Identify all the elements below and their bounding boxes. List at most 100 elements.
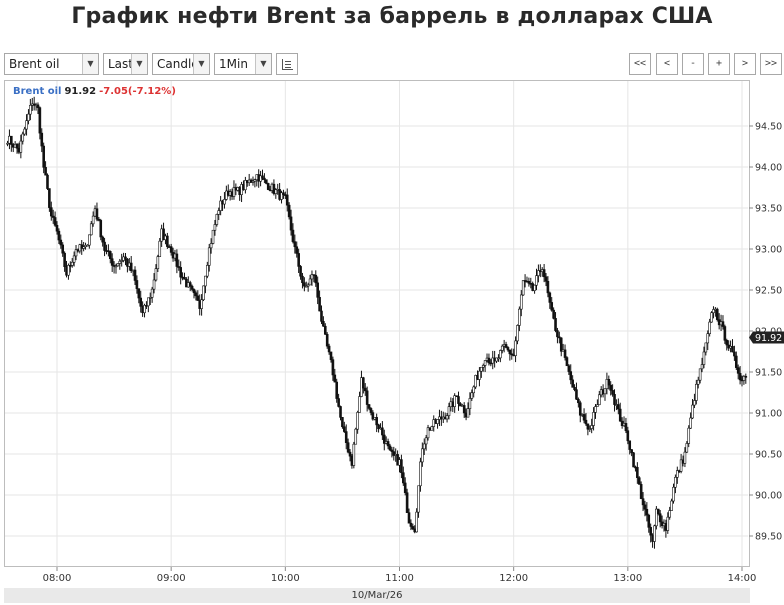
candle-body bbox=[175, 253, 179, 267]
candle-body bbox=[674, 477, 677, 488]
candle-body bbox=[533, 284, 536, 291]
candle-body bbox=[25, 120, 28, 130]
candle-body bbox=[483, 360, 487, 366]
zoom-in-button[interactable]: + bbox=[708, 53, 730, 75]
candle-body bbox=[217, 210, 221, 215]
candle-body bbox=[577, 398, 580, 404]
candle-body bbox=[148, 297, 152, 299]
indicators-button[interactable] bbox=[276, 53, 298, 75]
interval-select[interactable]: 1Min ▼ bbox=[214, 53, 272, 75]
candle-body bbox=[624, 423, 628, 432]
candle-body bbox=[46, 174, 49, 189]
instrument-select[interactable]: Brent oil ▼ bbox=[4, 53, 99, 75]
candle-body bbox=[289, 216, 293, 231]
candle-body bbox=[655, 508, 658, 527]
candle-body bbox=[331, 359, 335, 376]
candle-body bbox=[223, 199, 226, 205]
candle-body bbox=[409, 522, 413, 527]
candle-body bbox=[672, 486, 675, 502]
candle-body bbox=[348, 451, 352, 457]
candle-body bbox=[303, 282, 306, 287]
candle-body bbox=[27, 113, 30, 121]
candle-body bbox=[445, 415, 449, 420]
scroll-left-button[interactable]: < bbox=[656, 53, 678, 75]
candle-body bbox=[559, 337, 563, 352]
chart-type-select[interactable]: Candle ▼ bbox=[152, 53, 210, 75]
candle-body bbox=[61, 244, 65, 254]
date-label: 10/Mar/26 bbox=[351, 590, 403, 601]
x-tick-label: 08:00 bbox=[43, 573, 72, 584]
candle-body bbox=[734, 355, 738, 368]
candle-body bbox=[679, 459, 683, 472]
candle-body bbox=[211, 229, 215, 244]
candle-body bbox=[521, 280, 525, 296]
candle-body bbox=[687, 427, 691, 444]
candle-body bbox=[497, 357, 500, 360]
candle-body bbox=[685, 443, 689, 453]
candle-body bbox=[38, 107, 42, 134]
candle-body bbox=[613, 394, 616, 405]
candle-body bbox=[472, 386, 476, 394]
candle-body bbox=[341, 417, 344, 428]
candle-body bbox=[207, 247, 211, 266]
candle-body bbox=[99, 220, 103, 238]
candle-body bbox=[135, 280, 139, 289]
candle-body bbox=[329, 351, 333, 360]
scroll-end-button[interactable]: >> bbox=[760, 53, 782, 75]
plot-area[interactable] bbox=[4, 80, 750, 567]
candle-body bbox=[516, 325, 519, 342]
candle-body bbox=[546, 281, 550, 294]
candle-body bbox=[457, 396, 460, 404]
candle-body bbox=[542, 269, 546, 278]
candle-body bbox=[611, 390, 614, 395]
candle-body bbox=[6, 142, 9, 145]
candle-body bbox=[666, 516, 670, 531]
legend-price: 91.92 bbox=[64, 86, 97, 97]
candle-body bbox=[578, 402, 582, 416]
candle-body bbox=[649, 527, 652, 536]
candle-body bbox=[417, 485, 420, 513]
candle-body bbox=[390, 449, 394, 452]
candle-body bbox=[97, 218, 101, 221]
candle-body bbox=[518, 308, 521, 326]
candle-body bbox=[72, 255, 76, 263]
candle-body bbox=[48, 188, 51, 208]
y-tick-label: 94.00 bbox=[755, 163, 782, 174]
candle-body bbox=[738, 373, 742, 381]
candle-body bbox=[40, 132, 44, 147]
candle-body bbox=[299, 266, 302, 277]
candle-body bbox=[419, 461, 422, 487]
candle-body bbox=[196, 295, 200, 301]
x-tick-label: 10:00 bbox=[271, 573, 300, 584]
candle-body bbox=[508, 349, 512, 355]
candle-body bbox=[668, 510, 671, 518]
candle-body bbox=[356, 412, 359, 430]
candle-body bbox=[21, 133, 25, 142]
candle-body bbox=[411, 526, 415, 530]
candle-body bbox=[110, 258, 114, 266]
scroll-right-button[interactable]: > bbox=[734, 53, 756, 75]
candle-body bbox=[617, 404, 620, 410]
candle-body bbox=[152, 279, 156, 290]
candle-body bbox=[162, 228, 165, 241]
candle-body bbox=[415, 511, 418, 533]
scroll-start-button[interactable]: << bbox=[629, 53, 651, 75]
instrument-select-value: Brent oil bbox=[9, 57, 60, 71]
candle-body bbox=[179, 267, 182, 278]
candle-body bbox=[129, 262, 133, 272]
candle-body bbox=[363, 387, 367, 392]
candle-body bbox=[371, 412, 375, 420]
zoom-out-button[interactable]: - bbox=[682, 53, 704, 75]
candle-body bbox=[544, 276, 548, 282]
x-tick-label: 14:00 bbox=[728, 573, 757, 584]
candle-body bbox=[156, 256, 160, 270]
candle-body bbox=[392, 451, 396, 456]
price-type-select[interactable]: Last ▼ bbox=[103, 53, 148, 75]
candle-body bbox=[53, 217, 57, 226]
candle-body bbox=[42, 145, 45, 168]
candle-body bbox=[683, 451, 687, 464]
chevron-down-icon: ▼ bbox=[193, 54, 209, 74]
candle-body bbox=[733, 351, 736, 357]
candle-body bbox=[95, 208, 99, 220]
x-tick-label: 12:00 bbox=[499, 573, 528, 584]
